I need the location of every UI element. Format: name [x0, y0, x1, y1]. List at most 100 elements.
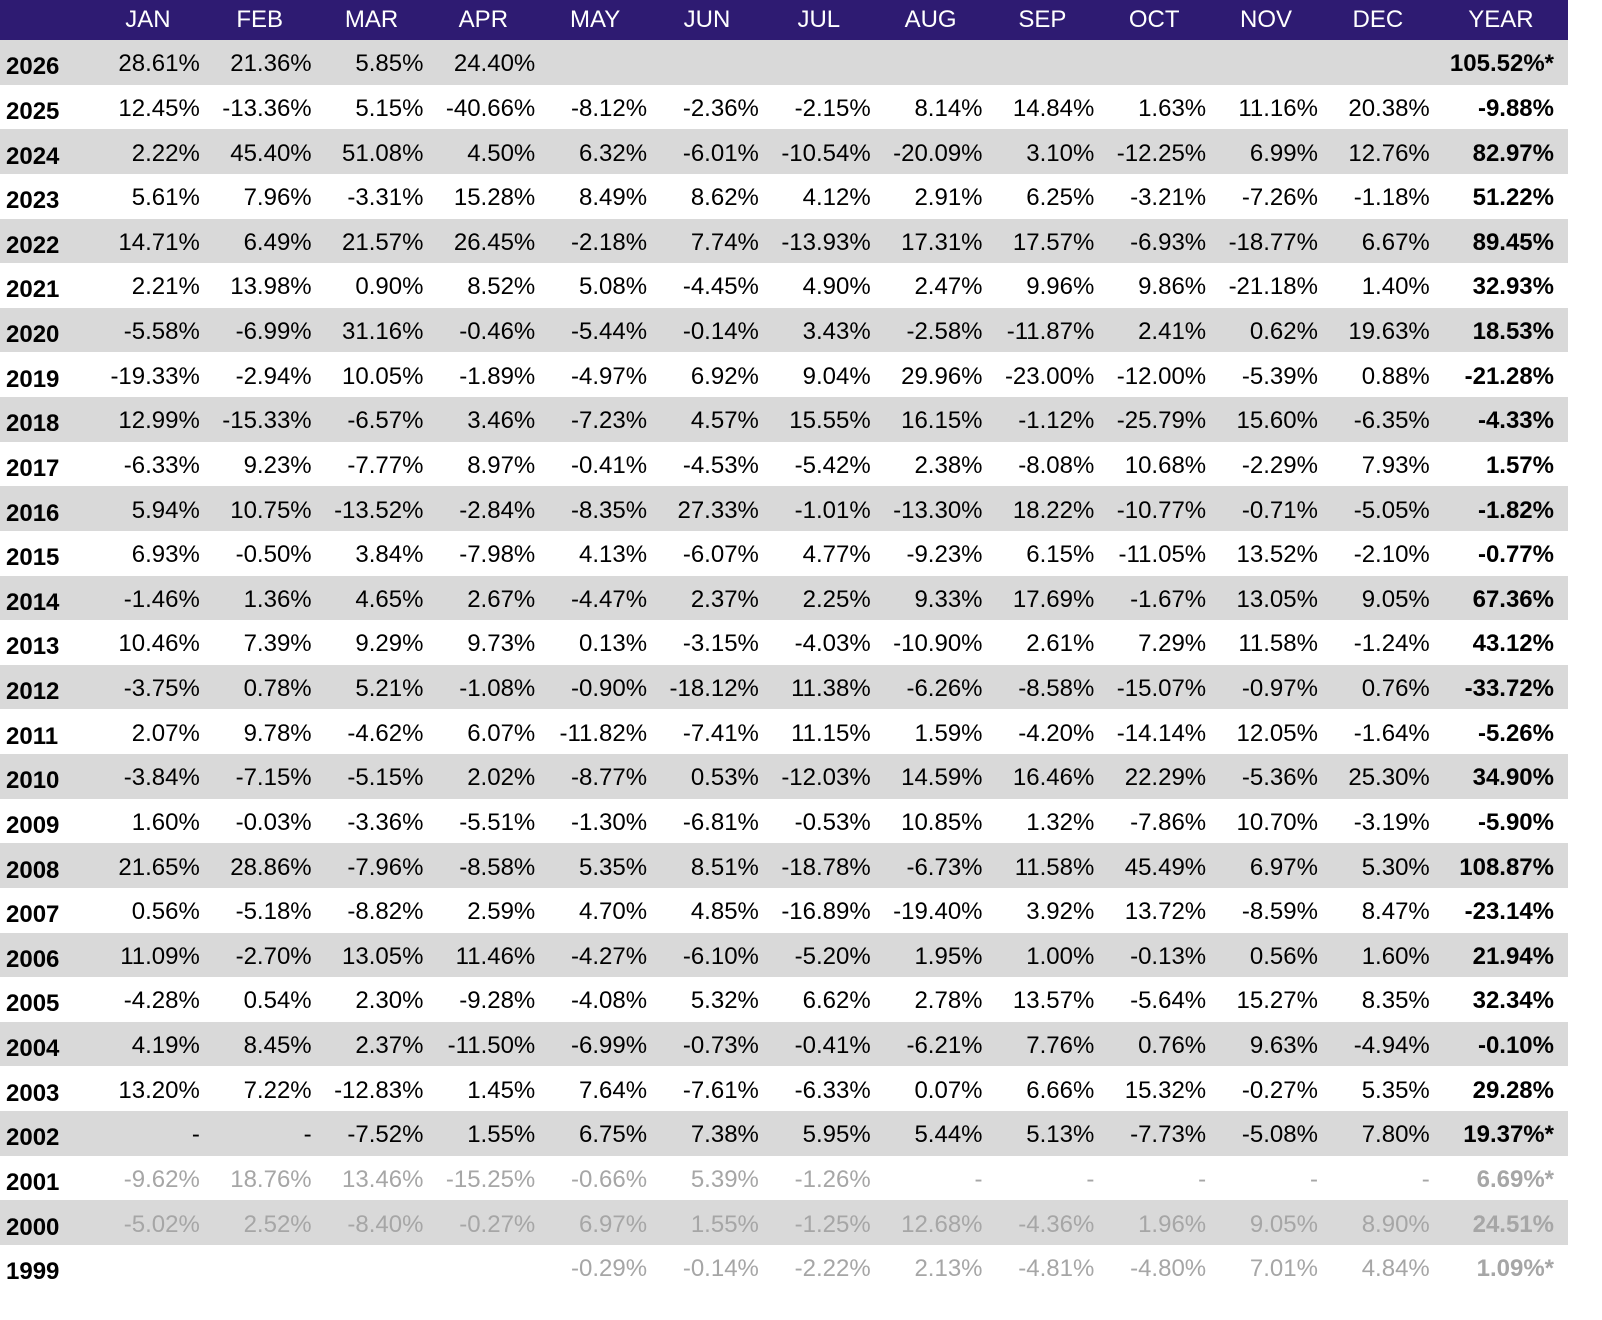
year-total-cell: 89.45% — [1472, 228, 1554, 256]
month-cell: 5.08% — [579, 273, 648, 301]
year-cell: 2011 — [6, 722, 59, 750]
year-total-cell: 82.97% — [1472, 139, 1554, 167]
month-cell: -0.53% — [794, 808, 871, 836]
table-row: 2025 12.45% -13.36% 5.15% -40.66% -8.12% -2.36… — [0, 85, 1568, 130]
table-row: 2017 -6.33% 9.23% -7.77% 8.97% -0.41% -4.53% -5… — [0, 442, 1568, 487]
table-row: 2011 2.07% 9.78% -4.62% 6.07% -11.82% -7.41% 11… — [0, 709, 1568, 754]
month-cell: 7.96% — [243, 184, 312, 212]
month-cell: 10.46% — [118, 630, 200, 658]
month-cell: -1.89% — [459, 362, 536, 390]
month-cell: 4.57% — [690, 407, 759, 435]
month-cell: 0.88% — [1361, 362, 1430, 390]
table-row: 2000 -5.02% 2.52% -8.40% -0.27% 6.97% 1.55% -1.… — [0, 1200, 1568, 1245]
year-total-cell: 18.53% — [1472, 318, 1554, 346]
month-cell — [987, 40, 1099, 85]
month-cell: 11.16% — [1238, 94, 1318, 122]
month-cell: 1.60% — [131, 808, 200, 836]
month-cell: -3.84% — [123, 764, 200, 792]
month-cell: -6.93% — [1130, 228, 1207, 256]
month-cell: 2.78% — [914, 987, 983, 1015]
month-cell: 4.19% — [131, 1032, 200, 1060]
month-cell: 4.70% — [579, 898, 648, 926]
month-cell: -11.50% — [447, 1032, 536, 1060]
month-cell: 9.05% — [1361, 585, 1430, 613]
month-cell: -3.21% — [1130, 184, 1207, 212]
month-cell: 11.09% — [120, 942, 200, 970]
month-cell: 25.30% — [1348, 764, 1430, 792]
month-cell: -11.87% — [1006, 318, 1095, 346]
table-row: 2009 1.60% -0.03% -3.36% -5.51% -1.30% -6.81% -… — [0, 799, 1568, 844]
month-cell: 13.57% — [1012, 987, 1095, 1015]
month-cell: 10.05% — [342, 362, 424, 390]
month-cell — [1322, 40, 1434, 85]
month-cell: -15.33% — [222, 407, 312, 435]
table-row: 2003 13.20% 7.22% -12.83% 1.45% 7.64% -7.61% -6… — [0, 1066, 1568, 1111]
year-total-cell: 105.52%* — [1449, 50, 1554, 78]
year-cell: 2024 — [6, 142, 60, 170]
year-cell: 2005 — [6, 990, 60, 1018]
month-cell: -4.81% — [1018, 1255, 1095, 1283]
month-cell: -20.09% — [893, 139, 983, 167]
month-cell: 8.52% — [467, 273, 536, 301]
month-cell: 20.38% — [1348, 94, 1430, 122]
month-cell: 6.15% — [1026, 541, 1095, 569]
month-cell: 8.97% — [467, 451, 536, 479]
month-cell: 4.50% — [467, 139, 536, 167]
month-cell: 9.05% — [1249, 1210, 1318, 1238]
month-cell: 6.49% — [243, 228, 312, 256]
month-cell: 1.96% — [1138, 1210, 1207, 1238]
month-cell: 5.13% — [1026, 1121, 1095, 1149]
month-cell: 4.12% — [802, 184, 871, 212]
month-cell: 29.96% — [901, 362, 983, 390]
column-header: FEB — [236, 6, 284, 33]
returns-table: JAN FEB MAR APR MAY JUN JUL AUG SEP OCT NOV DEC YEAR… — [0, 0, 1568, 1290]
month-cell: 12.99% — [118, 407, 200, 435]
month-cell: -7.52% — [347, 1121, 424, 1149]
month-cell: -0.90% — [571, 675, 648, 703]
table-row: 2012 -3.75% 0.78% 5.21% -1.08% -0.90% -18.12% 1… — [0, 664, 1568, 710]
month-cell: -2.36% — [682, 94, 759, 122]
month-cell: 5.15% — [355, 94, 424, 122]
month-cell: -13.93% — [781, 228, 871, 256]
month-cell: 6.93% — [131, 541, 200, 569]
month-cell: -12.00% — [1116, 362, 1207, 390]
table-body: 2026 28.61% 21.36% 5.85% 24.40% 105.52%* 2025 1… — [0, 40, 1568, 1290]
year-cell: 2023 — [6, 187, 60, 215]
table-row: 2015 6.93% -0.50% 3.84% -7.98% 4.13% -6.07% 4.7… — [0, 531, 1568, 576]
month-cell — [92, 1245, 204, 1290]
month-cell: 3.43% — [802, 318, 871, 346]
year-cell: 2015 — [6, 544, 60, 572]
year-cell: 2025 — [6, 97, 60, 125]
month-cell: -9.62% — [123, 1165, 200, 1193]
month-cell: -6.57% — [347, 407, 424, 435]
column-header: APR — [458, 6, 509, 33]
month-cell: -5.20% — [794, 942, 871, 970]
month-cell: -1.01% — [794, 496, 871, 524]
corner-cell — [0, 0, 92, 40]
month-cell: - — [303, 1121, 312, 1149]
month-cell: -5.51% — [459, 808, 536, 836]
year-cell: 2014 — [6, 588, 60, 616]
month-cell: 1.60% — [1361, 942, 1430, 970]
column-header: OCT — [1128, 6, 1180, 33]
month-cell: 1.55% — [690, 1210, 759, 1238]
year-total-cell: -9.88% — [1477, 94, 1554, 122]
month-cell: 18.76% — [230, 1165, 312, 1193]
year-cell: 2007 — [6, 901, 60, 929]
month-cell: 2.25% — [802, 585, 871, 613]
column-header: JUN — [683, 6, 731, 33]
year-total-cell: 51.22% — [1472, 184, 1554, 212]
month-cell: -7.26% — [1241, 184, 1318, 212]
month-cell: 28.86% — [230, 853, 312, 881]
month-cell: 21.65% — [118, 853, 200, 881]
month-cell: -6.21% — [906, 1032, 983, 1060]
month-cell: -9.23% — [906, 541, 983, 569]
month-cell: -13.52% — [334, 496, 424, 524]
month-cell: 10.68% — [1124, 451, 1207, 479]
month-cell: -12.03% — [781, 764, 871, 792]
month-cell: 13.52% — [1236, 541, 1318, 569]
month-cell: -12.83% — [334, 1076, 424, 1104]
month-cell: -1.46% — [123, 585, 200, 613]
month-cell: -11.05% — [1118, 541, 1207, 569]
year-cell: 2020 — [6, 321, 60, 349]
